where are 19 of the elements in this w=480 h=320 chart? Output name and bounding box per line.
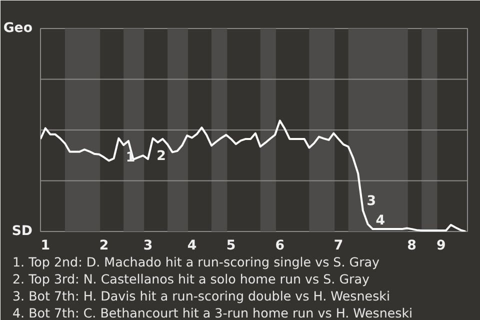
x-tick-label: 1 [40,238,50,254]
text: 1. Top 2nd: D. Machado hit a run-scoring single vs S. Gray [12,254,380,270]
x-tick-label: 2 [99,238,109,254]
x-tick-label: 8 [407,238,416,254]
text: 4. Bot 7th: C. Bethancourt hit a 3-run home run vs H. Wesneski [12,306,413,320]
text: Geo [3,21,33,36]
x-tick-label: 7 [334,238,344,254]
x-tick-label: 3 [143,238,153,254]
annotation: 1 [126,150,136,166]
annotation: 3 [366,194,376,210]
x-tick-label: 4 [187,238,197,254]
x-tick-label: 5 [226,238,236,254]
x-tick-label: 6 [275,238,285,254]
x-tick-label: 9 [436,238,446,254]
annotation: 2 [156,148,166,164]
text: SD [12,224,33,239]
text: 3. Bot 7th: H. Davis hit a run-scoring double vs H. Wesneski [12,288,390,304]
annotation: 4 [376,213,385,228]
text: 2. Top 3rd: N. Castellanos hit a solo home run vs S. Gray [12,272,370,286]
